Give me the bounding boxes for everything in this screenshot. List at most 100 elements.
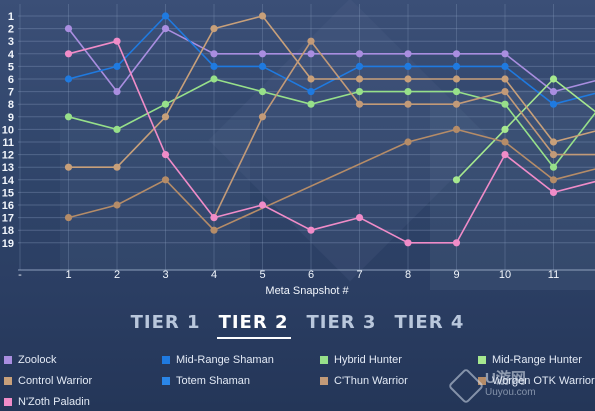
- tier-tab-3[interactable]: TIER 3: [306, 312, 377, 333]
- x-tick-label: 9: [453, 269, 459, 281]
- data-point[interactable]: [404, 239, 412, 247]
- data-point[interactable]: [355, 214, 364, 222]
- data-point[interactable]: [501, 125, 509, 133]
- data-point[interactable]: [501, 62, 509, 70]
- data-point[interactable]: [452, 50, 461, 58]
- data-point[interactable]: [355, 62, 364, 70]
- y-tick-label: 1: [8, 11, 14, 23]
- data-point[interactable]: [113, 88, 121, 96]
- data-point[interactable]: [258, 201, 267, 209]
- data-point[interactable]: [307, 37, 315, 45]
- data-point[interactable]: [161, 151, 170, 159]
- data-point[interactable]: [501, 151, 509, 159]
- data-point[interactable]: [258, 50, 267, 58]
- data-point[interactable]: [404, 62, 412, 70]
- legend-swatch: [478, 377, 486, 385]
- data-point[interactable]: [404, 50, 412, 58]
- tier-tab-4[interactable]: TIER 4: [394, 312, 465, 333]
- legend-item[interactable]: Zoolock: [4, 352, 162, 368]
- data-point[interactable]: [452, 88, 461, 96]
- legend-item[interactable]: Control Warrior: [4, 373, 162, 389]
- data-point[interactable]: [501, 100, 509, 108]
- data-point[interactable]: [64, 25, 73, 33]
- data-point[interactable]: [258, 62, 267, 70]
- data-point[interactable]: [404, 75, 412, 83]
- legend-item[interactable]: Mid-Range Hunter: [478, 352, 595, 368]
- data-point[interactable]: [452, 100, 461, 108]
- data-point[interactable]: [113, 201, 121, 209]
- y-tick-label: 7: [8, 87, 14, 99]
- data-point[interactable]: [307, 50, 315, 58]
- legend-item[interactable]: Totem Shaman: [162, 373, 320, 389]
- data-point[interactable]: [64, 163, 73, 171]
- data-point[interactable]: [501, 88, 509, 96]
- legend-item[interactable]: Mid-Range Shaman: [162, 352, 320, 368]
- data-point[interactable]: [549, 88, 558, 96]
- data-point[interactable]: [404, 100, 412, 108]
- data-point[interactable]: [258, 113, 267, 121]
- data-point[interactable]: [210, 25, 218, 33]
- data-point[interactable]: [549, 176, 558, 184]
- data-point[interactable]: [452, 75, 461, 83]
- data-point[interactable]: [161, 176, 170, 184]
- data-point[interactable]: [113, 163, 121, 171]
- data-point[interactable]: [64, 50, 73, 58]
- legend-item[interactable]: C'Thun Warrior: [320, 373, 478, 389]
- data-point[interactable]: [258, 12, 267, 20]
- legend-item[interactable]: Worgen OTK Warrior: [478, 373, 595, 389]
- data-point[interactable]: [355, 50, 364, 58]
- data-point[interactable]: [64, 113, 73, 121]
- data-point[interactable]: [307, 100, 315, 108]
- data-point[interactable]: [113, 125, 121, 133]
- data-point[interactable]: [64, 214, 73, 222]
- legend-item[interactable]: N'Zoth Paladin: [4, 394, 162, 410]
- data-point[interactable]: [452, 239, 461, 247]
- y-tick-label: 17: [2, 213, 14, 225]
- y-tick-label: 10: [2, 124, 14, 136]
- data-point[interactable]: [355, 88, 364, 96]
- data-point[interactable]: [113, 37, 121, 45]
- data-point[interactable]: [549, 100, 558, 108]
- data-point[interactable]: [501, 138, 509, 146]
- data-point[interactable]: [161, 100, 170, 108]
- data-point[interactable]: [501, 75, 509, 83]
- data-point[interactable]: [404, 88, 412, 96]
- data-point[interactable]: [501, 50, 509, 58]
- x-tick-label: 3: [162, 269, 168, 281]
- data-point[interactable]: [161, 25, 170, 33]
- data-point[interactable]: [404, 138, 412, 146]
- data-point[interactable]: [210, 226, 218, 234]
- legend-label: Control Warrior: [18, 375, 93, 387]
- data-point[interactable]: [307, 75, 315, 83]
- data-point[interactable]: [355, 75, 364, 83]
- data-point[interactable]: [452, 62, 461, 70]
- data-point[interactable]: [210, 75, 218, 83]
- data-point[interactable]: [210, 214, 218, 222]
- data-point[interactable]: [258, 88, 267, 96]
- data-point[interactable]: [161, 113, 170, 121]
- data-point[interactable]: [210, 62, 218, 70]
- tier-tab-1[interactable]: TIER 1: [130, 312, 201, 333]
- data-point[interactable]: [549, 75, 558, 83]
- data-point[interactable]: [549, 163, 558, 171]
- data-point[interactable]: [307, 226, 315, 234]
- tier-tab-2[interactable]: TIER 2: [216, 311, 291, 339]
- data-point[interactable]: [549, 188, 558, 196]
- data-point[interactable]: [210, 50, 218, 58]
- data-point[interactable]: [355, 100, 364, 108]
- data-point[interactable]: [452, 125, 461, 133]
- data-point[interactable]: [549, 151, 558, 159]
- series-hybrid-hunter: [64, 75, 595, 171]
- data-point[interactable]: [549, 138, 558, 146]
- legend-item[interactable]: Hybrid Hunter: [320, 352, 478, 368]
- data-point[interactable]: [161, 12, 170, 20]
- data-point[interactable]: [113, 62, 121, 70]
- x-tick-label: -: [18, 269, 22, 281]
- data-point[interactable]: [307, 88, 315, 96]
- watermark-subtitle: Uuyou.com: [485, 387, 536, 398]
- series-layer: [64, 12, 595, 247]
- data-point[interactable]: [452, 176, 461, 184]
- bg-panel: [430, 90, 595, 290]
- data-point[interactable]: [64, 75, 73, 83]
